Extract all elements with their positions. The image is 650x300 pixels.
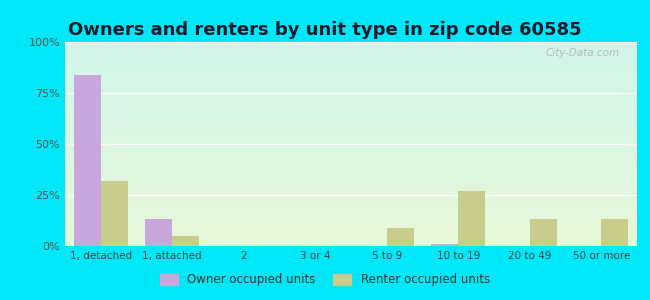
Bar (601, 220, 629, 246)
Bar (145, 220, 172, 246)
Bar (530, 220, 557, 246)
Bar (73, 75, 101, 246)
Bar (172, 236, 200, 246)
Legend: Owner occupied units, Renter occupied units: Owner occupied units, Renter occupied un… (155, 269, 495, 291)
Text: City-Data.com: City-Data.com (546, 48, 620, 58)
Text: Owners and renters by unit type in zip code 60585: Owners and renters by unit type in zip c… (68, 21, 582, 39)
Bar (101, 181, 128, 246)
Bar (387, 228, 414, 246)
Bar (431, 244, 458, 246)
Bar (458, 191, 486, 246)
